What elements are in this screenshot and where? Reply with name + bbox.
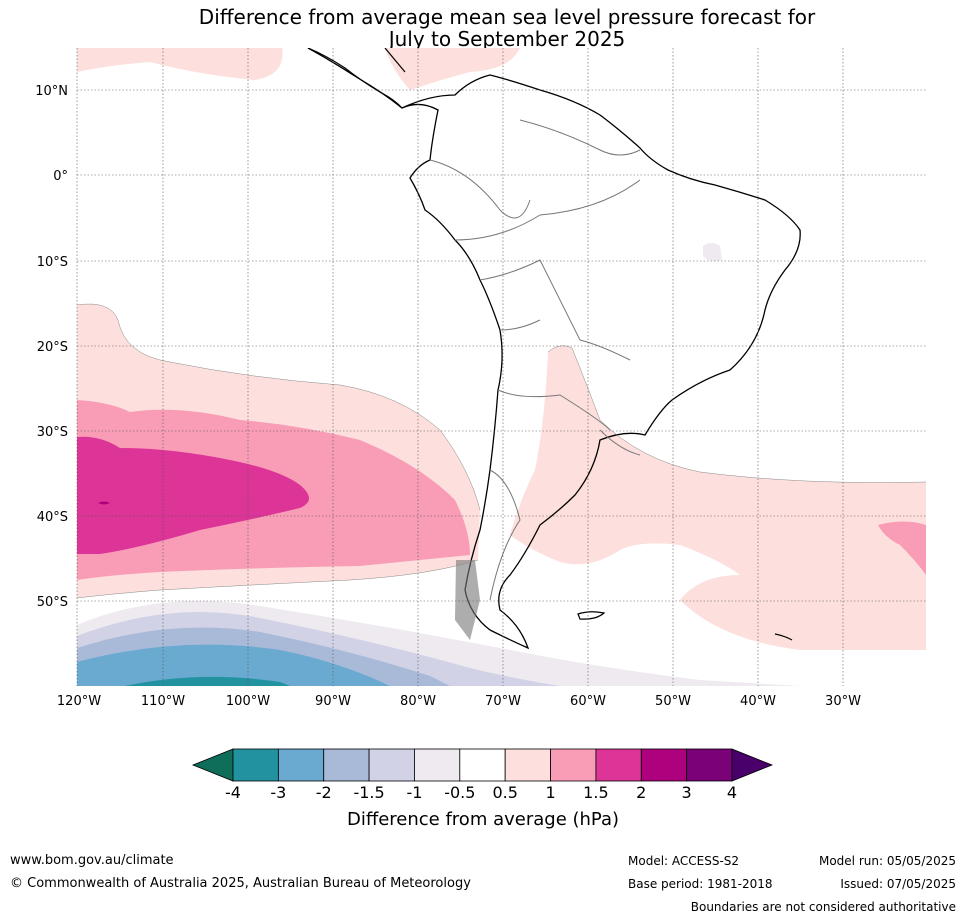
colorbar-cell [232,748,279,782]
colorbar-tick-labels: -4 -3 -2 -1.5 -1 -0.5 0.5 1 1.5 2 3 4 [225,783,737,802]
south-america-coastline [307,48,801,650]
lon-label: 80°W [400,694,436,709]
lon-label: 90°W [315,694,351,709]
map-title-line1: Difference from average mean sea level p… [198,5,816,29]
footer-disclaimer: Boundaries are not considered authoritat… [690,900,956,914]
country-borders [429,119,641,601]
colorbar-tick-label: 2 [636,783,646,802]
colorbar-tick-label: 1 [545,783,555,802]
south-georgia [774,633,793,641]
colorbar-tick-label: -3 [270,783,286,802]
footer-website[interactable]: www.bom.gov.au/climate [10,853,174,868]
footer-model: Model: ACCESS-S2 [628,854,740,868]
colorbar-title: Difference from average (hPa) [347,809,619,830]
lon-label: 40°W [740,694,776,709]
lat-label: 20°S [37,340,68,355]
lat-label: 10°S [37,255,68,270]
chile-fjords [455,560,480,640]
anomaly-band-negative-2 [77,644,390,686]
latitude-labels: 10°N 0° 10°S 20°S 30°S 40°S 50°S [35,84,68,610]
colorbar-cell [550,748,597,782]
anomaly-small-positive-2 [98,501,110,505]
colorbar-cell [640,748,688,782]
colorbar-low-extension [191,748,234,782]
colorbar-tick-label: 4 [727,783,737,802]
anomaly-atlantic-positive [510,345,926,650]
contour-outlines [77,303,926,599]
colorbar-tick-label: -0.5 [444,783,475,802]
lat-label: 30°S [37,425,68,440]
colorbar-tick-label: -2 [316,783,332,802]
footer-copyright: © Commonwealth of Australia 2025, Austra… [10,876,471,891]
falkland-islands [577,611,606,620]
colorbar-high-extension [731,748,774,782]
lon-label: 50°W [655,694,691,709]
footer-model-run: Model run: 05/05/2025 [818,854,956,868]
lon-label: 30°W [825,694,861,709]
colorbar-cell [459,748,506,782]
colorbar: -4 -3 -2 -1.5 -1 -0.5 0.5 1 1.5 2 3 4 Difference fr… [191,748,774,830]
lon-label: 100°W [226,694,270,709]
lat-label: 0° [53,169,68,184]
lon-label: 70°W [485,694,521,709]
graticule [76,48,926,686]
anomaly-brazil-patch [703,243,722,262]
colorbar-cell [277,748,325,782]
anomaly-fields [77,48,926,686]
colorbar-cell [368,748,415,782]
colorbar-cell [414,748,461,782]
lat-label: 10°N [35,84,68,99]
colorbar-tick-label: -1.5 [353,783,384,802]
anomaly-east-positive-1 [878,521,926,575]
colorbar-cell [595,748,642,782]
colorbar-tick-label: -4 [225,783,241,802]
footer-base-period: Base period: 1981-2018 [628,877,773,891]
anomaly-band-negative-3 [125,676,290,686]
anomaly-caribbean [385,48,520,90]
colorbar-tick-label: 0.5 [492,783,517,802]
lon-label: 120°W [57,694,101,709]
footer-issued: Issued: 07/05/2025 [840,877,956,891]
lat-label: 50°S [37,595,68,610]
longitude-labels: 120°W 110°W 100°W 90°W 80°W 70°W 60°W 50… [57,694,861,709]
map-title-line2: July to September 2025 [388,27,626,51]
anomaly-band-positive-15 [77,436,309,554]
lat-label: 40°S [37,510,68,525]
central-america-coastline [307,48,406,109]
colorbar-cell [504,748,551,782]
lon-label: 60°W [570,694,606,709]
colorbar-tick-label: 3 [682,783,692,802]
anomaly-north-strip [77,48,283,80]
colorbar-cell [323,748,370,782]
colorbar-tick-label: 1.5 [583,783,608,802]
colorbar-cell [686,748,733,782]
colorbar-tick-label: -1 [406,783,422,802]
lon-label: 110°W [141,694,185,709]
colorbar-cells [232,748,733,782]
